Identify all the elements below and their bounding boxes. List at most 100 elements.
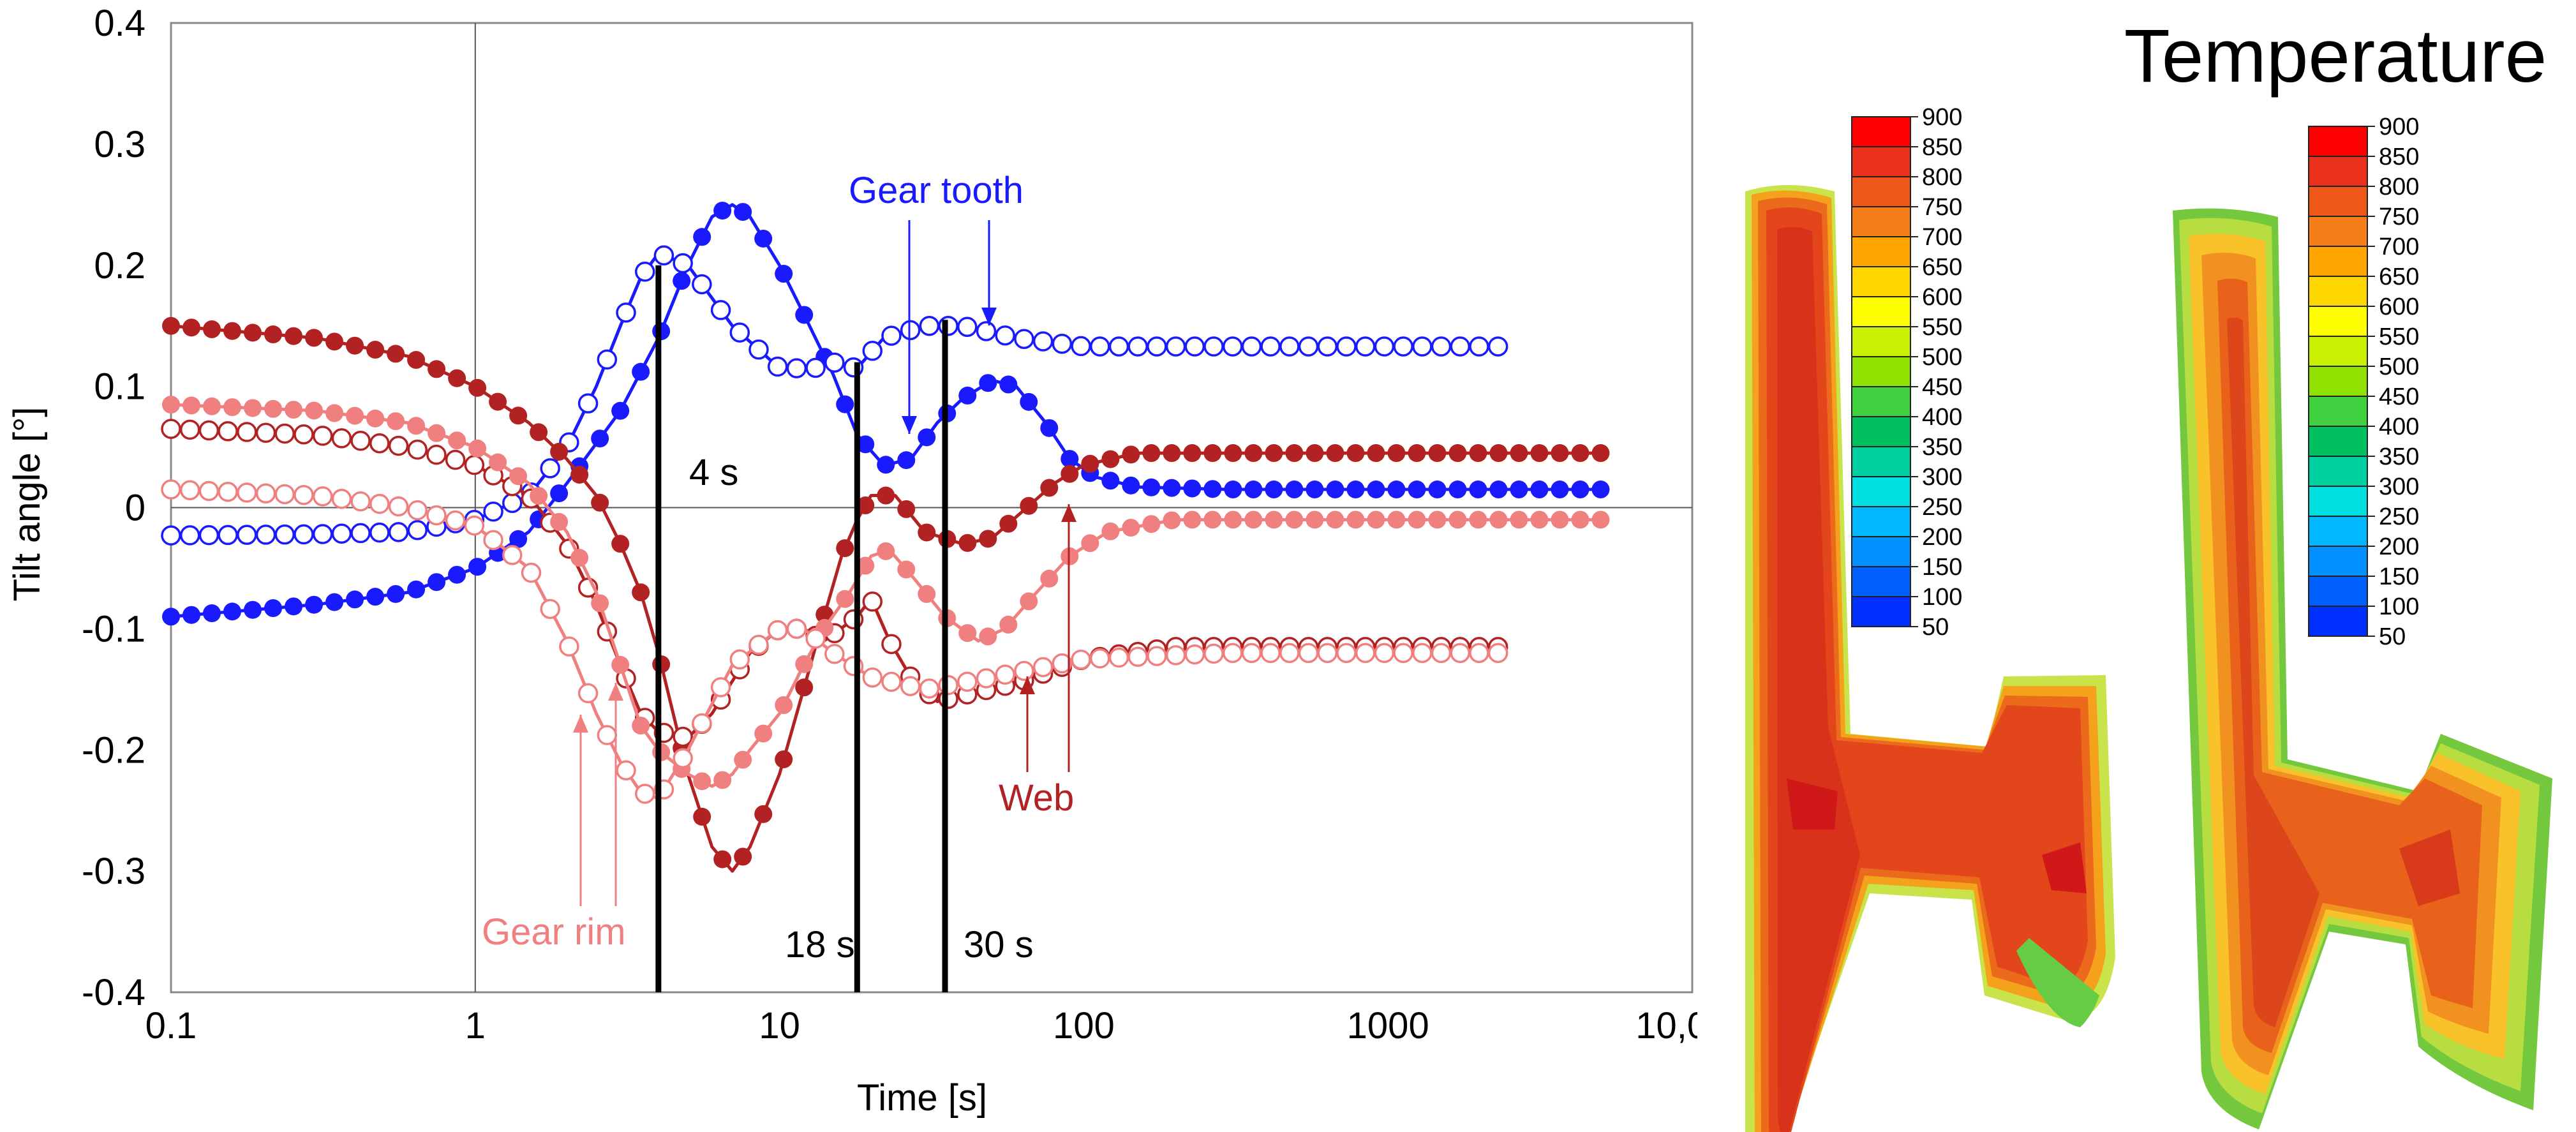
series-point — [162, 607, 180, 626]
contour-title: Temperature — [2124, 14, 2547, 98]
x-tick-label: 10,000 — [1635, 1005, 1697, 1046]
series-point — [1450, 336, 1471, 357]
colorbar-left-label: 300 — [1922, 464, 1962, 491]
series-point — [653, 245, 674, 266]
series-point — [218, 481, 238, 502]
series-point — [1487, 643, 1508, 664]
colorbar-left-band — [1851, 236, 1911, 267]
series-point — [1071, 336, 1091, 357]
series-point — [274, 423, 295, 444]
colorbar-right-band — [2308, 606, 2368, 637]
series-point — [1101, 472, 1120, 490]
series-point — [285, 401, 303, 419]
series-point — [1279, 336, 1300, 357]
series-point — [570, 549, 589, 567]
series-point — [346, 590, 364, 609]
series-point — [1241, 336, 1262, 357]
series-point — [161, 419, 181, 439]
series-point — [468, 439, 487, 458]
series-point — [918, 523, 936, 542]
series-point — [795, 655, 814, 673]
colorbar-right-label: 50 — [2379, 623, 2406, 650]
series-point — [1122, 445, 1140, 464]
series-point — [426, 444, 447, 465]
series-point — [1412, 643, 1433, 664]
series-point — [1241, 643, 1262, 664]
colorbar-right-label: 250 — [2379, 503, 2419, 530]
series-point — [881, 325, 902, 346]
series-point — [591, 594, 609, 613]
colorbar-right-label: 400 — [2379, 413, 2419, 440]
colorbar-left-label: 800 — [1922, 164, 1962, 191]
series-point — [754, 724, 773, 743]
series-point — [179, 525, 200, 546]
series-point — [999, 375, 1018, 394]
series-point — [237, 482, 257, 503]
series-point — [1101, 522, 1120, 540]
series-point — [312, 524, 333, 544]
y-tick-label: 0 — [125, 488, 145, 529]
series-point — [350, 523, 371, 544]
series-point — [1260, 336, 1281, 357]
series-point — [1355, 336, 1376, 357]
series-point — [366, 341, 385, 359]
series-point — [1530, 480, 1549, 499]
series-point — [999, 514, 1018, 533]
series-point — [407, 519, 428, 540]
colorbar-left-label: 600 — [1922, 284, 1962, 311]
series-point — [897, 451, 916, 470]
series-point — [957, 317, 978, 338]
series-point — [1408, 510, 1426, 529]
series-point — [509, 406, 528, 425]
colorbar-left-band — [1851, 476, 1911, 507]
series-point — [464, 454, 485, 475]
colorbar-right-band — [2308, 276, 2368, 307]
series-point — [1224, 510, 1242, 529]
series-layer — [161, 202, 1610, 873]
colorbar-left-label: 50 — [1922, 614, 1949, 641]
series-point — [550, 442, 569, 461]
series-point — [294, 424, 314, 445]
tilt-angle-chart: 4 s 18 s 30 s 0.1 1 10 100 1000 10,000 -0.4 -0.3 -… — [6, 3, 1697, 1119]
series-point — [1355, 643, 1376, 664]
colorbar-right-label: 850 — [2379, 144, 2419, 170]
series-point — [1108, 647, 1129, 668]
series-point — [426, 505, 447, 526]
colorbar-right-band — [2308, 516, 2368, 547]
colorbar-left-band — [1851, 326, 1911, 357]
series-point — [468, 378, 487, 397]
series-point — [1571, 444, 1590, 463]
series-point — [1163, 444, 1181, 463]
colorbar-right-label: 550 — [2379, 324, 2419, 350]
series-point — [1183, 510, 1202, 529]
series-2 — [162, 317, 1610, 873]
series-point — [767, 620, 788, 641]
colorbar-left-label: 750 — [1922, 194, 1962, 221]
series-point — [550, 484, 569, 503]
series-point — [1469, 444, 1487, 463]
y-tick-label: -0.1 — [82, 608, 145, 650]
colorbar-left-band — [1851, 176, 1911, 207]
series-point — [1469, 510, 1487, 529]
colorbar-left-label: 200 — [1922, 524, 1962, 551]
series-point — [388, 496, 409, 517]
series-point — [1265, 510, 1283, 529]
series-point — [995, 664, 1015, 685]
series-point — [1020, 496, 1038, 515]
colorbar-left-band — [1851, 506, 1911, 537]
series-point — [489, 392, 507, 411]
series-point — [632, 362, 650, 381]
colorbar-right-band — [2308, 216, 2368, 247]
series-point — [1052, 333, 1073, 354]
series-point — [346, 336, 364, 355]
series-point — [1244, 444, 1263, 463]
series-point — [1448, 510, 1467, 529]
series-point — [1336, 336, 1357, 357]
series-point — [1591, 480, 1610, 499]
series-point — [502, 493, 523, 514]
series-point — [407, 500, 428, 521]
annotations: Gear tooth Web Gear rim — [482, 170, 1076, 953]
colorbar-right-band — [2308, 576, 2368, 607]
series-point — [366, 588, 385, 606]
colorbar-left-label: 250 — [1922, 494, 1962, 521]
